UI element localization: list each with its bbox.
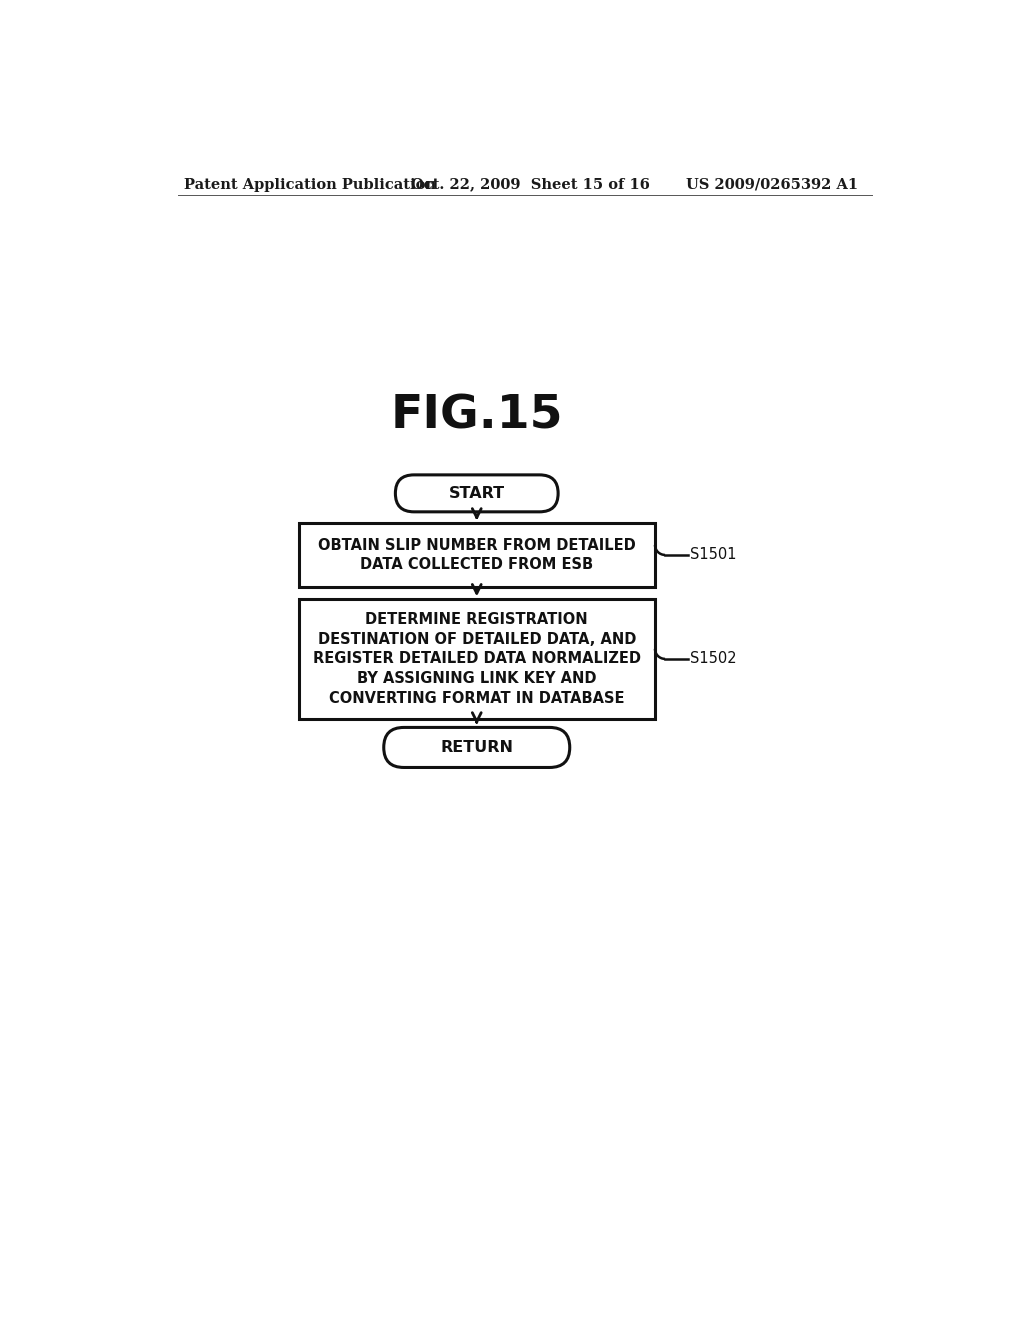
Text: OBTAIN SLIP NUMBER FROM DETAILED
DATA COLLECTED FROM ESB: OBTAIN SLIP NUMBER FROM DETAILED DATA CO… <box>317 537 636 573</box>
Text: DETERMINE REGISTRATION
DESTINATION OF DETAILED DATA, AND
REGISTER DETAILED DATA : DETERMINE REGISTRATION DESTINATION OF DE… <box>312 611 641 706</box>
Text: S1502: S1502 <box>690 651 736 667</box>
Text: S1501: S1501 <box>690 548 736 562</box>
Text: US 2009/0265392 A1: US 2009/0265392 A1 <box>686 178 858 191</box>
FancyBboxPatch shape <box>384 727 569 767</box>
Text: Patent Application Publication: Patent Application Publication <box>183 178 436 191</box>
FancyBboxPatch shape <box>299 524 655 586</box>
Text: Oct. 22, 2009  Sheet 15 of 16: Oct. 22, 2009 Sheet 15 of 16 <box>411 178 650 191</box>
Text: FIG.15: FIG.15 <box>390 393 563 438</box>
Text: START: START <box>449 486 505 500</box>
FancyBboxPatch shape <box>299 599 655 718</box>
FancyBboxPatch shape <box>395 475 558 512</box>
Text: RETURN: RETURN <box>440 741 513 755</box>
